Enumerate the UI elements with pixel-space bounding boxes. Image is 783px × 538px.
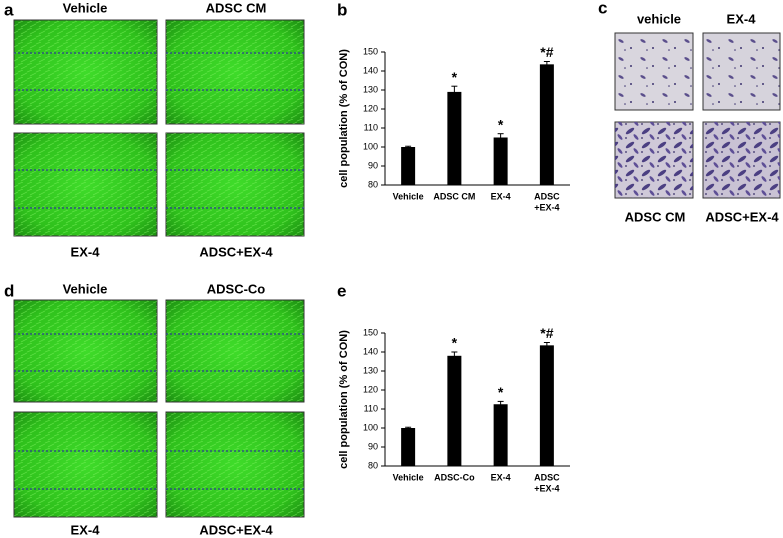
x-tick-label: EX-4 — [491, 191, 511, 201]
y-tick-label: 120 — [363, 384, 378, 394]
bar — [447, 91, 462, 185]
panel-label: a — [4, 0, 14, 19]
photo-texture — [703, 33, 780, 110]
bar — [493, 404, 508, 466]
y-tick-label: 120 — [363, 103, 378, 113]
y-tick-label: 100 — [363, 422, 378, 432]
photo-texture — [14, 300, 157, 402]
significance-mark: *# — [540, 44, 553, 60]
y-tick-label: 90 — [368, 441, 378, 451]
caption: ADSC CM — [625, 209, 686, 224]
caption: EX-4 — [71, 522, 101, 537]
y-tick-label: 100 — [363, 141, 378, 151]
x-tick-label: ADSC — [534, 191, 560, 201]
x-tick-label: ADSC CM — [433, 191, 475, 201]
caption: ADSC CM — [206, 0, 267, 15]
significance-mark: * — [452, 335, 458, 351]
significance-mark: *# — [540, 325, 553, 341]
photo-texture — [14, 412, 157, 517]
photo-texture — [166, 133, 304, 236]
x-tick-label: +EX-4 — [534, 483, 559, 493]
x-tick-label: Vehicle — [393, 191, 424, 201]
bar — [539, 345, 554, 466]
photo-texture — [166, 412, 304, 517]
y-tick-label: 80 — [368, 179, 378, 189]
x-tick-label: +EX-4 — [534, 202, 559, 212]
x-tick-label: Vehicle — [393, 472, 424, 482]
photo-group — [13, 299, 305, 518]
y-axis-label: cell population (% of CON) — [338, 49, 350, 188]
x-tick-label: EX-4 — [491, 472, 511, 482]
y-axis-label: cell population (% of CON) — [338, 330, 350, 469]
caption: vehicle — [637, 11, 681, 26]
significance-mark: * — [498, 384, 504, 400]
y-tick-label: 150 — [363, 46, 378, 56]
bar — [539, 64, 554, 185]
panel-label: b — [337, 0, 347, 19]
photo-texture — [166, 20, 304, 124]
photo-group — [13, 19, 305, 237]
significance-mark: * — [498, 116, 504, 132]
photo-texture — [615, 122, 693, 198]
y-tick-label: 110 — [364, 122, 378, 132]
y-tick-label: 130 — [363, 365, 378, 375]
significance-mark: * — [452, 69, 458, 85]
panel-label: c — [598, 0, 607, 17]
y-tick-label: 130 — [363, 84, 378, 94]
y-tick-label: 90 — [368, 160, 378, 170]
photo-texture — [615, 33, 693, 110]
caption: EX-4 — [71, 244, 101, 259]
photo-texture — [14, 20, 157, 124]
caption: EX-4 — [727, 11, 757, 26]
bar — [493, 137, 508, 185]
bar — [447, 355, 462, 466]
caption: ADSC+EX-4 — [705, 209, 779, 224]
panel-label: d — [4, 281, 14, 300]
photo-texture — [166, 300, 304, 402]
caption: ADSC+EX-4 — [199, 244, 273, 259]
photo-texture — [14, 133, 157, 236]
x-tick-label: ADSC — [534, 472, 560, 482]
bar — [401, 147, 416, 185]
y-tick-label: 150 — [363, 327, 378, 337]
caption: Vehicle — [63, 0, 108, 15]
photo-texture — [703, 122, 780, 198]
caption: Vehicle — [63, 281, 108, 296]
x-tick-label: ADSC-Co — [434, 472, 475, 482]
y-tick-label: 110 — [364, 403, 378, 413]
panel-label: e — [337, 281, 346, 300]
y-tick-label: 140 — [363, 65, 378, 75]
y-tick-label: 140 — [363, 346, 378, 356]
caption: ADSC-Co — [207, 281, 266, 296]
bar — [401, 428, 416, 466]
y-tick-label: 80 — [368, 460, 378, 470]
photo-group — [614, 32, 781, 199]
caption: ADSC+EX-4 — [199, 522, 273, 537]
